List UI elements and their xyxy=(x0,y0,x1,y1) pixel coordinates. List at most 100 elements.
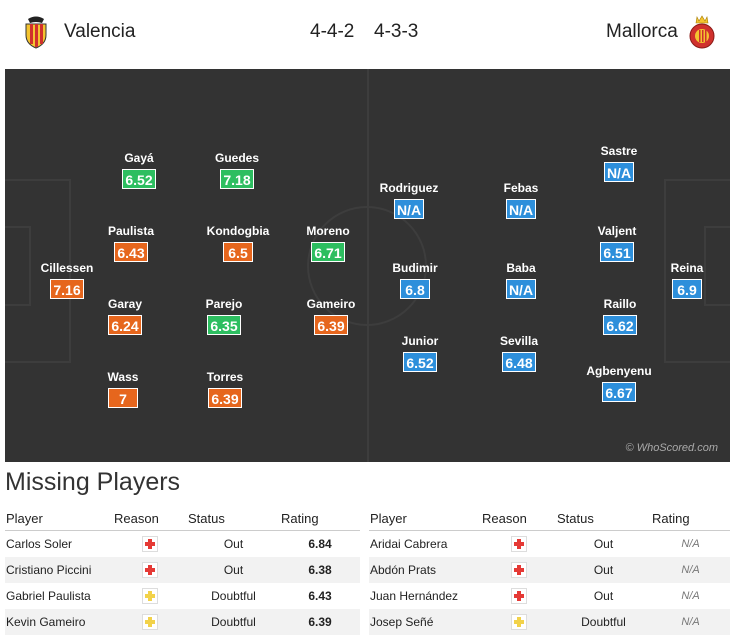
player-rating-badge: 6.52 xyxy=(403,352,437,372)
player-name[interactable]: Kondogbia xyxy=(206,224,270,238)
player-name[interactable]: Guedes xyxy=(214,151,259,165)
reason-cell xyxy=(113,531,187,558)
away-player[interactable]: Budimir 6.8 xyxy=(375,261,455,300)
player-name[interactable]: Febas xyxy=(503,181,539,195)
home-player[interactable]: Gameiro 6.39 xyxy=(291,297,371,336)
player-rating-badge: 6.8 xyxy=(400,279,430,299)
home-player[interactable]: Garay 6.24 xyxy=(85,297,165,336)
player-rating-badge: 7.18 xyxy=(220,169,254,189)
away-player[interactable]: Sevilla 6.48 xyxy=(479,334,559,373)
away-player[interactable]: Valjent 6.51 xyxy=(577,224,657,263)
home-goal-area xyxy=(5,226,31,306)
missing-player-name[interactable]: Carlos Soler xyxy=(6,537,73,551)
player-name[interactable]: Sevilla xyxy=(499,334,539,348)
table-row: Aridai Cabrera Out N/A xyxy=(369,531,730,558)
red-cross-injury-icon[interactable] xyxy=(142,562,158,578)
red-cross-injury-icon[interactable] xyxy=(510,562,527,578)
player-name[interactable]: Agbenyenu xyxy=(586,364,652,378)
player-name[interactable]: Rodriguez xyxy=(379,181,439,195)
player-rating-badge: 6.35 xyxy=(207,315,241,335)
away-player[interactable]: Rodriguez N/A xyxy=(369,181,449,220)
player-name[interactable]: Paulista xyxy=(107,224,155,238)
missing-player-name[interactable]: Aridai Cabrera xyxy=(370,537,448,551)
rating-cell: N/A xyxy=(651,609,730,635)
home-missing-table: Player Reason Status Rating Carlos Soler… xyxy=(5,506,360,635)
missing-player-name[interactable]: Juan Hernández xyxy=(370,589,459,603)
player-name[interactable]: Junior xyxy=(401,334,439,348)
away-team-name[interactable]: Mallorca xyxy=(606,21,678,42)
table-row: Cristiano Piccini Out 6.38 xyxy=(5,557,360,583)
table-row: Kevin Gameiro Doubtful 6.39 xyxy=(5,609,360,635)
home-team-name[interactable]: Valencia xyxy=(64,21,136,42)
away-player[interactable]: Baba N/A xyxy=(481,261,561,300)
player-name[interactable]: Sastre xyxy=(600,144,638,158)
red-cross-injury-icon[interactable] xyxy=(510,536,527,552)
missing-player-name[interactable]: Gabriel Paulista xyxy=(6,589,91,603)
player-name[interactable]: Reina xyxy=(670,261,704,275)
status-cell: Out xyxy=(187,557,280,583)
player-rating-badge: 6.62 xyxy=(603,315,637,335)
home-player[interactable]: Guedes 7.18 xyxy=(197,151,277,190)
col-status[interactable]: Status xyxy=(187,506,280,531)
player-name[interactable]: Moreno xyxy=(306,224,350,238)
mallorca-crest-icon[interactable] xyxy=(688,15,716,49)
player-name[interactable]: Gameiro xyxy=(306,297,356,311)
away-penalty-area xyxy=(664,179,730,363)
player-name[interactable]: Cillessen xyxy=(40,261,94,275)
reason-cell xyxy=(481,531,556,558)
lineup-pitch: Gayá 6.52 Guedes 7.18 Paulista 6.43 Kondogbia 6… xyxy=(5,69,730,462)
away-player[interactable]: Raillo 6.62 xyxy=(580,297,660,336)
away-player[interactable]: Sastre N/A xyxy=(579,144,659,183)
missing-player-name[interactable]: Josep Señé xyxy=(369,609,481,635)
player-name[interactable]: Wass xyxy=(107,370,139,384)
player-name[interactable]: Raillo xyxy=(603,297,637,311)
reason-cell xyxy=(113,583,187,609)
home-player[interactable]: Parejo 6.35 xyxy=(184,297,264,336)
player-rating-badge: 6.71 xyxy=(311,242,345,262)
away-player[interactable]: Febas N/A xyxy=(481,181,561,220)
away-player[interactable]: Agbenyenu 6.67 xyxy=(579,364,659,403)
player-name[interactable]: Parejo xyxy=(205,297,243,311)
yellow-cross-doubtful-icon[interactable] xyxy=(510,614,527,630)
home-player[interactable]: Cillessen 7.16 xyxy=(27,261,107,300)
home-player[interactable]: Paulista 6.43 xyxy=(91,224,171,263)
valencia-bat-crest-icon[interactable] xyxy=(22,15,50,49)
player-name[interactable]: Budimir xyxy=(392,261,438,275)
status-cell: Doubtful xyxy=(556,609,651,635)
home-player[interactable]: Kondogbia 6.5 xyxy=(198,224,278,263)
player-rating-badge: N/A xyxy=(393,199,425,219)
missing-player-name[interactable]: Kevin Gameiro xyxy=(5,609,113,635)
match-header: Valencia 4-4-2 4-3-3 Mallorca xyxy=(0,0,730,68)
red-cross-injury-icon[interactable] xyxy=(510,588,527,604)
player-rating-badge: N/A xyxy=(603,162,635,182)
col-reason[interactable]: Reason xyxy=(113,506,187,531)
home-player[interactable]: Wass 7 xyxy=(83,370,163,409)
home-player[interactable]: Moreno 6.71 xyxy=(288,224,368,263)
player-name[interactable]: Garay xyxy=(107,297,143,311)
col-player[interactable]: Player xyxy=(5,506,113,531)
yellow-cross-doubtful-icon[interactable] xyxy=(142,588,158,604)
player-name[interactable]: Baba xyxy=(506,261,536,275)
missing-player-name[interactable]: Cristiano Piccini xyxy=(5,557,113,583)
rating-cell: 6.43 xyxy=(308,589,332,603)
yellow-cross-doubtful-icon[interactable] xyxy=(142,614,158,630)
player-name[interactable]: Torres xyxy=(206,370,244,384)
away-player[interactable]: Reina 6.9 xyxy=(647,261,727,300)
status-cell: Out xyxy=(223,537,244,551)
red-cross-injury-icon[interactable] xyxy=(142,536,158,552)
home-player[interactable]: Torres 6.39 xyxy=(185,370,265,409)
col-rating[interactable]: Rating xyxy=(280,506,360,531)
player-name[interactable]: Valjent xyxy=(597,224,637,238)
away-player[interactable]: Junior 6.52 xyxy=(380,334,460,373)
player-rating-badge: 6.5 xyxy=(223,242,253,262)
home-player[interactable]: Gayá 6.52 xyxy=(99,151,179,190)
status-cell: Doubtful xyxy=(211,589,256,603)
rating-cell: 6.39 xyxy=(280,609,360,635)
player-name[interactable]: Gayá xyxy=(124,151,154,165)
col-rating[interactable]: Rating xyxy=(651,506,730,531)
col-player[interactable]: Player xyxy=(369,506,481,531)
col-reason[interactable]: Reason xyxy=(481,506,556,531)
player-rating-badge: 6.39 xyxy=(208,388,242,408)
missing-player-name[interactable]: Abdón Prats xyxy=(369,557,481,583)
col-status[interactable]: Status xyxy=(556,506,651,531)
